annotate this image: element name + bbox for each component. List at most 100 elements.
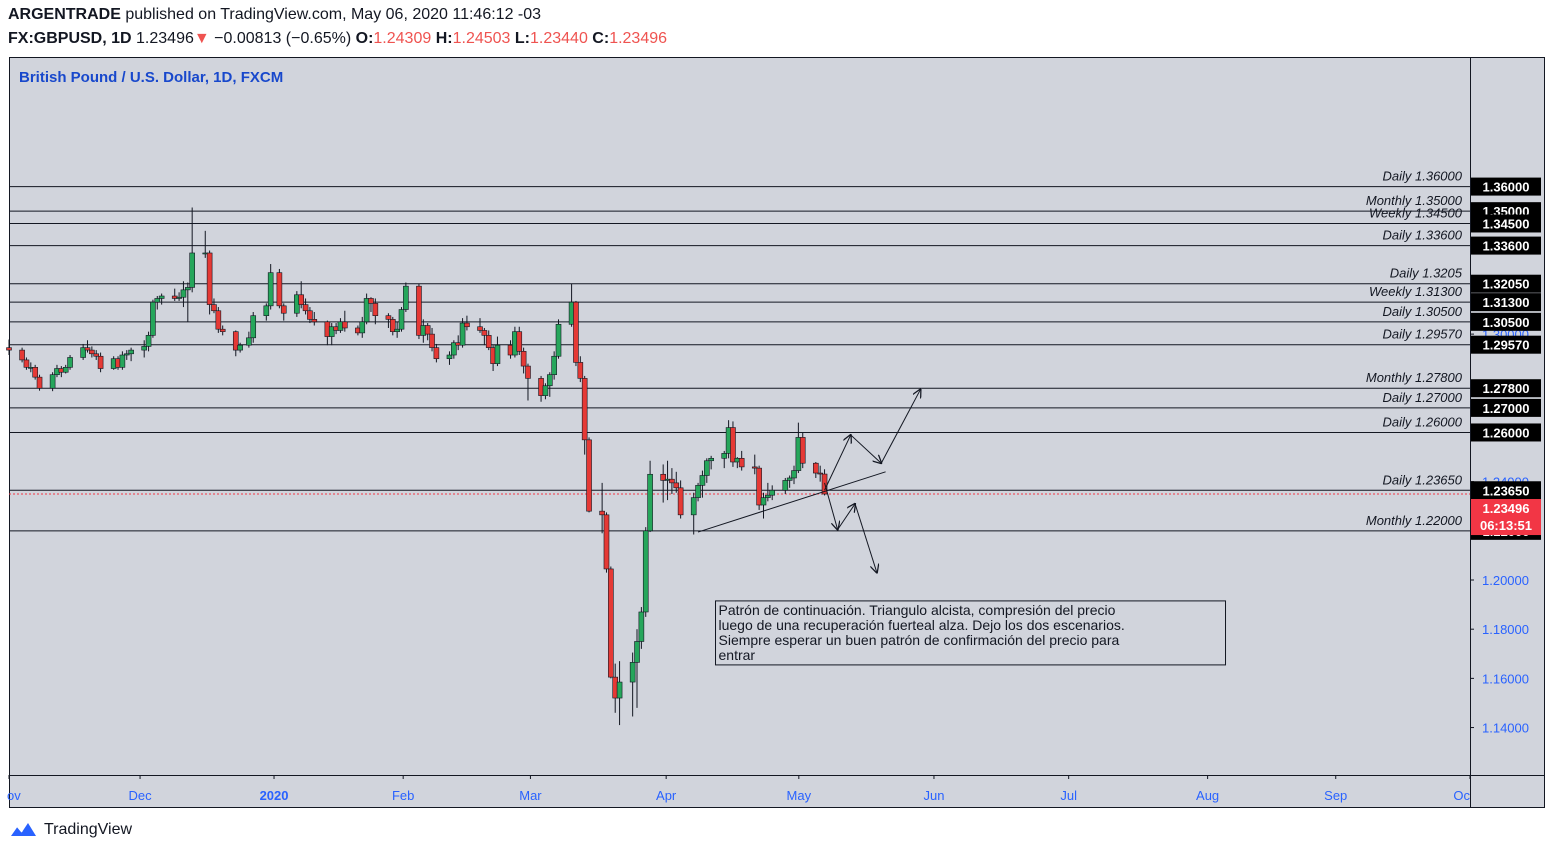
candle-body [311,319,318,323]
time-tick-label: Jun [923,788,944,803]
level-label: Daily 1.27000 [1383,390,1463,405]
candle [769,485,776,501]
candle-body [141,346,147,351]
candle [394,321,400,338]
candle-body [342,321,348,329]
candle [738,450,745,471]
footer-branding[interactable]: TradingView [8,820,132,840]
candle-body [67,357,73,368]
candle-body [145,335,152,347]
publisher-name[interactable]: ARGENTRADE [8,6,121,23]
price-chart[interactable]: British Pound / U.S. Dollar, 1D, FXCM 1.1… [0,0,1554,815]
candle [246,331,252,348]
candle [23,357,30,370]
candle [307,307,313,324]
time-tick-label: Dec [128,788,152,803]
candle-body [494,344,501,364]
candle [786,475,793,488]
candle [616,661,623,726]
candle-body [385,315,392,320]
candle [298,281,305,309]
candle [6,339,12,356]
candle [751,454,758,475]
level-badge-label: 1.33600 [1483,239,1530,254]
candle-body [555,323,562,357]
candle-body [586,439,592,512]
candle [690,492,697,535]
candle-body [765,494,771,498]
candle [32,364,38,380]
level-badge [1471,312,1541,331]
candle [673,471,680,493]
candle-body [525,365,531,379]
candle-body [459,322,466,346]
level-badge-label: 1.30500 [1483,315,1530,330]
level-badge-label: 1.26000 [1483,425,1530,440]
candle-body [669,478,675,484]
candle [525,363,531,401]
close-value: 1.23496 [609,30,668,47]
candle-body [760,497,767,506]
candle [703,458,710,483]
candle-body [464,322,470,328]
candle [494,336,501,367]
price-tick-label: 1.14000 [1482,721,1529,736]
price-tick-label: 1.20000 [1482,573,1529,588]
level-badge [1471,423,1541,442]
level-label: Daily 1.3205 [1390,266,1463,281]
candle [232,330,239,357]
level-badge [1471,335,1541,354]
symbol-label[interactable]: FX:GBPUSD, 1D [8,30,132,47]
candle-body [581,378,588,441]
candle-body [298,294,305,305]
candle-body [23,359,30,368]
candle-body [769,489,776,496]
high-label: H: [435,30,453,47]
candle [520,347,527,374]
candle-body [280,305,287,314]
candle-body [219,328,226,332]
candle-body [708,457,714,462]
level-badge [1471,398,1541,417]
level-badge-label: 1.27800 [1483,381,1530,396]
candle [416,283,422,340]
candle [19,347,25,363]
candle-body [215,310,222,330]
candle-body [616,681,623,699]
candle [363,293,370,325]
level-badge-label: 1.31300 [1483,295,1530,310]
candle-body [577,362,584,379]
candle-body [642,530,649,613]
candle [756,465,762,510]
candle-body [267,272,274,307]
low-value: 1.23440 [530,30,588,47]
candle [817,465,823,482]
price-tick-label: 1.16000 [1482,671,1529,686]
note-line: entrar [719,647,756,663]
level-badge-label: 1.23650 [1483,483,1530,498]
candle [276,268,283,309]
level-label: Daily 1.26000 [1383,414,1463,429]
candle [516,326,523,356]
candle-body [516,331,523,352]
candle-body [629,662,636,683]
candle [608,566,614,679]
candle-body [817,472,823,475]
candle [459,318,466,348]
bearish-scenario-arrow [824,482,838,530]
candle-body [451,342,457,356]
candle [799,432,806,469]
candle-body [276,272,283,307]
time-tick-label: 2020 [260,788,289,803]
candle-body [677,487,684,516]
level-label: Daily 1.36000 [1383,169,1463,184]
candle [542,383,549,400]
chart-title: British Pound / U.S. Dollar, 1D, FXCM [19,69,283,86]
candle-body [154,298,161,303]
candle-body [429,333,435,348]
candle-body [485,335,492,348]
time-axis-area [9,775,1545,808]
candle-body [368,298,374,304]
time-tick-label: Oc [1453,788,1470,803]
countdown-label: 06:13:51 [1480,518,1532,533]
